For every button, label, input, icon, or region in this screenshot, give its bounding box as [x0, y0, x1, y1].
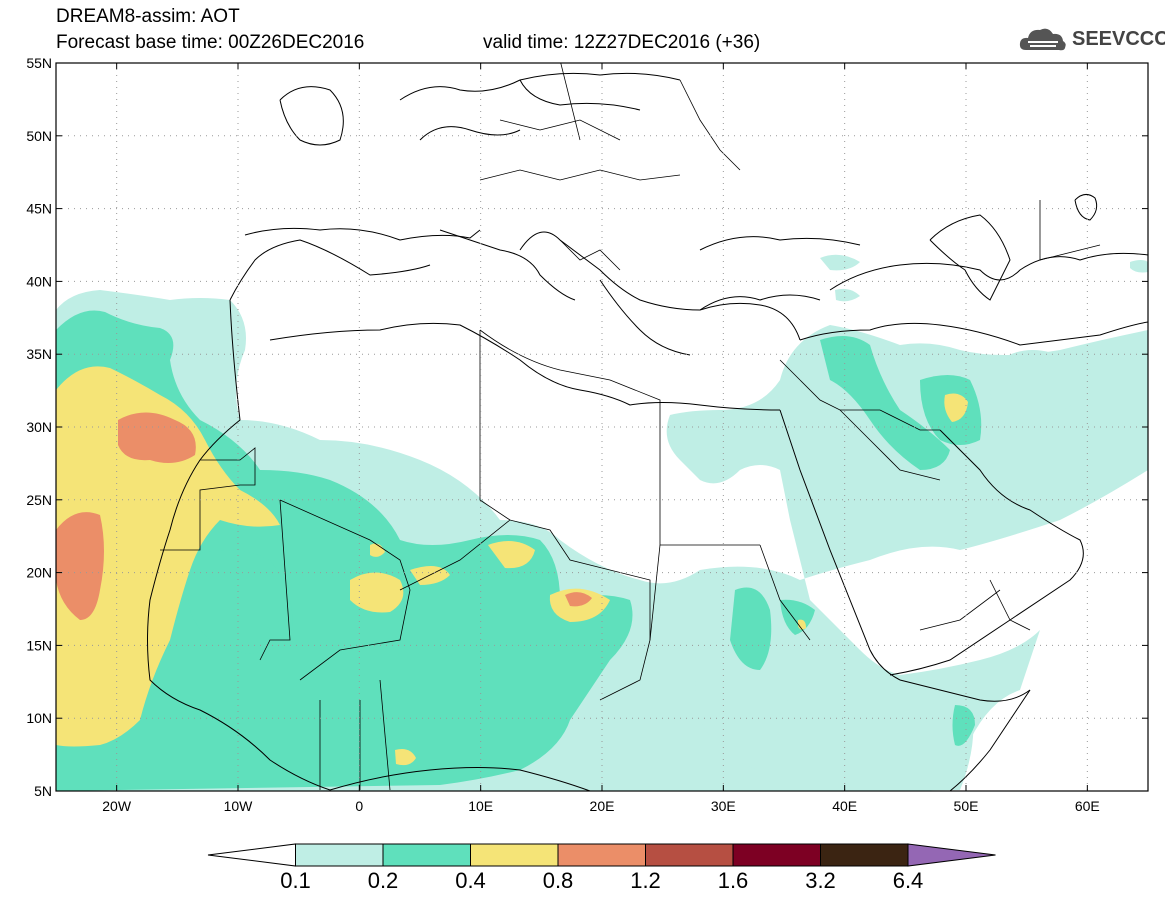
aot-field-medium	[56, 310, 982, 791]
colorbar-label: 1.6	[718, 868, 749, 893]
lon-tick-label: 0	[355, 798, 363, 814]
colorbar-segment	[295, 843, 384, 867]
lat-tick-label: 40N	[26, 273, 52, 289]
logo-text: SEEVCCC	[1072, 27, 1165, 50]
lon-tick-label: 20W	[102, 798, 132, 814]
latitude-axis: 55N 50N 45N 40N 35N 30N 25N 20N 15N 10N 5N	[26, 55, 1148, 799]
colorbar-label: 6.4	[893, 868, 924, 893]
lat-tick-label: 55N	[26, 55, 52, 71]
map-title: DREAM8-assim: AOT	[56, 6, 240, 27]
colorbar-label: 3.2	[805, 868, 836, 893]
colorbar-label: 0.8	[543, 868, 574, 893]
lon-tick-label: 10E	[468, 798, 493, 814]
lon-tick-label: 40E	[832, 798, 857, 814]
lat-tick-label: 35N	[26, 346, 52, 362]
colorbar-segment	[645, 843, 734, 867]
lon-tick-label: 60E	[1075, 798, 1100, 814]
lat-tick-label: 20N	[26, 565, 52, 581]
longitude-axis: 20W 10W 0 10E 20E 30E 40E 50E 60E	[102, 63, 1100, 814]
country-borders	[160, 63, 1101, 791]
colorbar-label: 0.2	[368, 868, 399, 893]
colorbar-segment	[470, 843, 559, 867]
lat-tick-label: 30N	[26, 419, 52, 435]
map-gridlines	[56, 63, 1148, 791]
lon-tick-label: 50E	[954, 798, 979, 814]
colorbar-label: 0.4	[455, 868, 486, 893]
lon-tick-label: 10W	[224, 798, 254, 814]
colorbar-segment	[820, 843, 909, 867]
colorbar-under-triangle	[207, 843, 296, 867]
lat-tick-label: 5N	[34, 783, 52, 799]
lon-tick-label: 30E	[711, 798, 736, 814]
lon-tick-label: 20E	[590, 798, 615, 814]
lat-tick-label: 45N	[26, 201, 52, 217]
colorbar-label: 1.2	[630, 868, 661, 893]
seevccc-logo: SEEVCCC	[1018, 24, 1165, 54]
colorbar-over-triangle	[907, 843, 996, 867]
colorbar-segment	[732, 843, 821, 867]
forecast-base-time: Forecast base time: 00Z26DEC2016	[56, 32, 365, 53]
lat-tick-label: 50N	[26, 128, 52, 144]
coastlines	[147, 72, 1148, 791]
aot-field-very-high	[56, 412, 592, 620]
lat-tick-label: 15N	[26, 637, 52, 653]
colorbar-label: 0.1	[280, 868, 311, 893]
valid-time: valid time: 12Z27DEC2016 (+36)	[483, 32, 761, 53]
colorbar-segment	[382, 843, 471, 867]
colorbar: 0.1 0.2 0.4 0.8 1.2 1.6 3.2 6.4	[207, 843, 996, 893]
colorbar-segment	[557, 843, 646, 867]
cloud-icon	[1019, 28, 1066, 51]
lat-tick-label: 10N	[26, 710, 52, 726]
lat-tick-label: 25N	[26, 492, 52, 508]
